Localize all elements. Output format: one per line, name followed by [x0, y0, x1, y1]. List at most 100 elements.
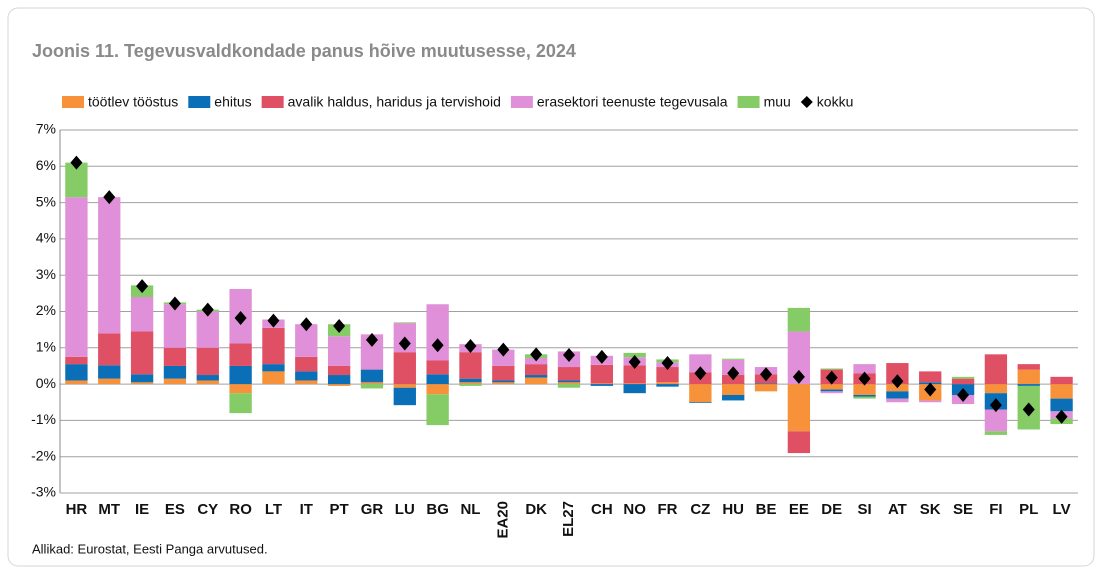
x-tick-label: EE	[789, 501, 809, 518]
bar-segment	[754, 384, 778, 392]
bar-segment	[459, 384, 482, 386]
bar-segment	[393, 384, 416, 388]
total-marker	[1055, 409, 1068, 424]
bar-segment	[426, 374, 449, 385]
bar-segment	[98, 333, 121, 366]
x-tick-label: SI	[857, 501, 871, 518]
bar-segment	[689, 402, 712, 403]
x-tick-label: LV	[1053, 501, 1071, 518]
bar-segment	[65, 364, 88, 381]
x-tick-label: FR	[658, 501, 678, 518]
x-tick-label: BG	[426, 501, 449, 518]
bar-segment	[689, 354, 712, 373]
y-tick-label: -1%	[31, 411, 56, 427]
bar-segment	[919, 371, 942, 383]
total-marker	[300, 317, 313, 332]
legend-swatch	[188, 96, 211, 108]
bar-segment	[262, 327, 285, 365]
legend-label: erasektori teenuste tegevusala	[537, 94, 728, 110]
x-tick-label: AT	[888, 501, 907, 518]
bar-segment	[295, 371, 318, 381]
y-tick-label: 2%	[36, 302, 56, 318]
total-marker	[136, 279, 149, 294]
bar-segment	[1017, 384, 1040, 386]
bar-segment	[689, 384, 712, 403]
bar-segment	[130, 382, 154, 385]
bar-segment	[623, 384, 646, 394]
bar-segment	[65, 162, 88, 198]
bar-segment	[722, 384, 745, 395]
x-tick-label: HU	[722, 501, 744, 518]
total-marker	[891, 374, 904, 389]
bar-segment	[557, 384, 581, 388]
bar-segment	[229, 393, 252, 414]
bar-segment	[295, 380, 318, 385]
legend-label: muu	[764, 94, 791, 110]
total-marker	[267, 313, 280, 328]
bar-segment	[130, 331, 154, 375]
bar-segment	[327, 365, 351, 376]
x-tick-label: MT	[98, 501, 120, 518]
bar-segment	[360, 382, 384, 385]
bar-segment	[557, 382, 581, 385]
bar-segment	[590, 383, 614, 385]
x-tick-label: DE	[821, 501, 842, 518]
bar-segment	[393, 352, 416, 385]
total-marker	[563, 348, 575, 363]
bar-segment	[65, 356, 88, 365]
x-tick-label: SK	[920, 501, 941, 518]
x-tick-label: NL	[460, 501, 480, 518]
bar-segment	[1050, 376, 1073, 385]
total-marker	[628, 354, 641, 369]
legend-swatch	[510, 96, 533, 108]
bar-segment	[656, 382, 679, 385]
bar-segment	[787, 331, 811, 385]
legend-swatch	[261, 96, 284, 108]
bar-segment	[426, 394, 449, 426]
y-tick-label: 6%	[36, 157, 56, 173]
bar-segment	[229, 343, 252, 366]
y-tick-label: 4%	[36, 230, 56, 246]
x-tick-label: ES	[165, 501, 185, 518]
bar-segment	[163, 378, 187, 385]
bar-segment	[886, 391, 909, 399]
legend-swatch	[62, 96, 84, 108]
bar-segment	[295, 324, 318, 357]
bar-segment	[820, 368, 843, 370]
bar-segment	[623, 383, 646, 385]
total-marker	[661, 356, 674, 371]
bar-segment	[1017, 364, 1040, 370]
bar-segment	[886, 363, 909, 385]
bar-segment	[393, 322, 416, 324]
bar-segment	[886, 398, 909, 403]
bar-segment	[130, 374, 154, 383]
bar-segment	[656, 367, 679, 383]
bar-segment	[951, 378, 975, 385]
x-tick-label: RO	[229, 501, 252, 518]
x-tick-label: HR	[66, 501, 88, 518]
y-tick-label: -3%	[31, 484, 56, 500]
x-tick-label: NO	[623, 501, 646, 518]
total-marker	[168, 296, 181, 311]
x-tick-label: CH	[591, 501, 613, 518]
bar-segment	[360, 334, 384, 370]
bar-segment	[557, 380, 581, 383]
x-tick-label: EA20	[494, 501, 511, 539]
bar-segment	[853, 396, 876, 399]
bar-segment	[820, 389, 843, 392]
x-tick-label: DK	[525, 501, 547, 518]
bar-segment	[524, 375, 548, 378]
bar-segment	[820, 384, 843, 390]
bar-segment	[327, 375, 351, 385]
bar-segment	[984, 354, 1008, 385]
x-tick-label: FI	[989, 501, 1002, 518]
bar-segment	[722, 358, 745, 360]
bar-segment	[984, 431, 1008, 435]
bar-segment	[459, 352, 482, 379]
bar-segment	[459, 382, 482, 385]
bar-segment	[787, 384, 811, 432]
bar-segment	[492, 349, 515, 366]
bar-segment	[492, 382, 515, 385]
bar-segment	[557, 367, 581, 381]
bar-segment	[656, 384, 679, 387]
